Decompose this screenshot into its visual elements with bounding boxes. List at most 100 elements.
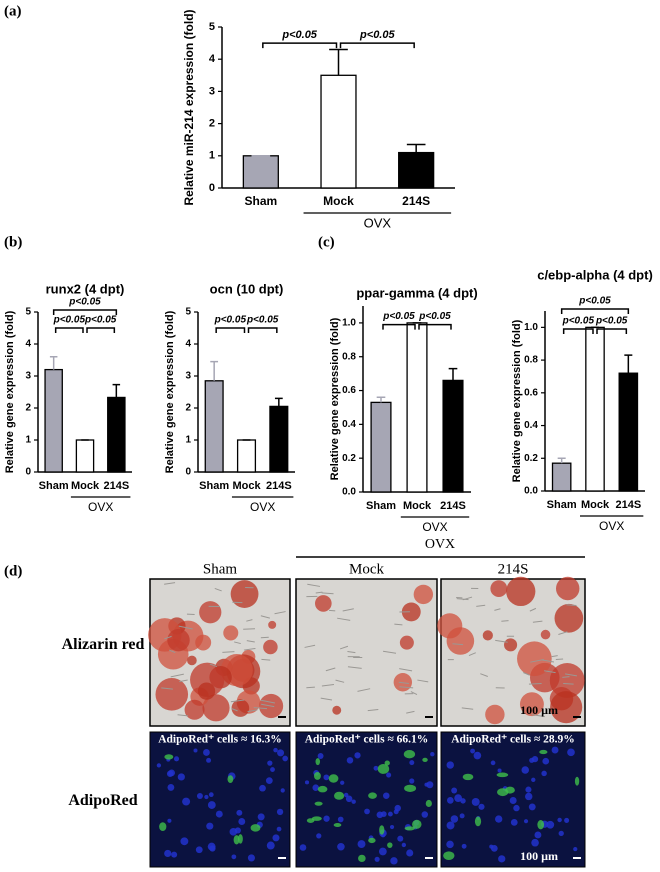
lipid bbox=[443, 851, 455, 860]
nucleus bbox=[266, 841, 275, 850]
cell bbox=[494, 608, 501, 611]
nucleus bbox=[317, 753, 324, 759]
nucleus bbox=[180, 837, 189, 846]
significance-bracket bbox=[562, 328, 594, 334]
alizarin-image bbox=[437, 576, 586, 727]
cell bbox=[253, 707, 268, 710]
bar bbox=[75, 439, 95, 473]
significance-bracket bbox=[560, 308, 630, 314]
cell bbox=[382, 650, 397, 654]
panel-label: (d) bbox=[4, 563, 22, 579]
cell bbox=[161, 687, 173, 690]
lipid bbox=[422, 757, 428, 762]
significance-bracket bbox=[262, 42, 338, 49]
nucleus bbox=[573, 846, 578, 852]
nucleus bbox=[354, 752, 361, 759]
bar bbox=[442, 379, 464, 493]
cell bbox=[178, 625, 193, 630]
nucleus bbox=[206, 757, 212, 763]
lipid bbox=[404, 784, 417, 792]
nucleus bbox=[567, 748, 575, 757]
y-tick-label: 2 bbox=[25, 403, 31, 414]
lipid bbox=[505, 786, 515, 794]
nucleus bbox=[238, 818, 246, 825]
lipid bbox=[315, 758, 320, 766]
y-tick-label: 3 bbox=[185, 371, 191, 382]
x-tick-label: Sham bbox=[366, 500, 396, 512]
y-axis-label: Relative gene expression (fold) bbox=[511, 319, 523, 482]
column-label: 214S bbox=[498, 561, 529, 577]
y-tick-label: 2 bbox=[209, 118, 215, 130]
nucleus bbox=[167, 784, 175, 791]
alizarin-image bbox=[148, 578, 291, 727]
nucleus bbox=[525, 792, 533, 801]
nucleus bbox=[470, 748, 476, 754]
stain bbox=[555, 576, 580, 601]
nucleus bbox=[531, 777, 536, 783]
y-tick-label: 5 bbox=[25, 307, 31, 318]
lipid bbox=[334, 791, 345, 800]
lipid bbox=[358, 854, 366, 863]
nucleus bbox=[177, 773, 185, 781]
nucleus bbox=[257, 813, 265, 821]
chart-title: ppar-gamma (4 dpt) bbox=[356, 285, 477, 300]
x-tick-label: Sham bbox=[199, 480, 229, 492]
lipid bbox=[462, 773, 474, 781]
stain bbox=[517, 641, 552, 677]
cell bbox=[529, 607, 537, 612]
nucleus bbox=[270, 767, 275, 772]
nucleus bbox=[450, 815, 459, 823]
bar bbox=[320, 74, 357, 189]
y-axis-label: Relative gene expression (fold) bbox=[329, 317, 341, 480]
p-value: p<0.05 bbox=[246, 315, 279, 326]
nucleus bbox=[406, 849, 414, 857]
nucleus bbox=[164, 849, 172, 858]
nucleus bbox=[346, 757, 354, 764]
panel-label: (a) bbox=[4, 3, 22, 19]
lipid bbox=[474, 816, 482, 827]
stain bbox=[482, 630, 493, 641]
cell bbox=[563, 682, 574, 685]
error-bar bbox=[112, 383, 121, 398]
nucleus bbox=[337, 842, 345, 851]
nucleus bbox=[323, 774, 330, 781]
nucleus bbox=[215, 810, 223, 818]
error-bar bbox=[376, 396, 386, 403]
nucleus bbox=[259, 784, 266, 792]
nucleus bbox=[478, 803, 485, 810]
bar bbox=[406, 322, 428, 493]
group-label: OVX bbox=[599, 519, 624, 533]
nucleus bbox=[282, 755, 289, 762]
stain bbox=[197, 682, 216, 700]
chart-title: runx2 (4 dpt) bbox=[46, 281, 125, 296]
adipored-image bbox=[149, 731, 291, 868]
lipid bbox=[384, 760, 390, 766]
lipid bbox=[425, 799, 432, 808]
y-tick-label: 0.4 bbox=[342, 419, 356, 430]
bar bbox=[269, 405, 289, 473]
cell bbox=[260, 615, 270, 619]
nucleus bbox=[451, 787, 458, 794]
error-bar bbox=[274, 397, 283, 407]
significance-bracket bbox=[52, 309, 118, 315]
x-tick-label: Mock bbox=[403, 500, 432, 512]
nucleus bbox=[337, 816, 344, 823]
nucleus bbox=[166, 770, 174, 777]
error-bar bbox=[624, 354, 633, 374]
nucleus bbox=[231, 854, 237, 860]
significance-bracket bbox=[596, 328, 628, 334]
x-tick-label: 214S bbox=[266, 480, 292, 492]
adipored-label: AdipoRed⁺ cells ≈ 66.1% bbox=[305, 734, 429, 746]
nucleus bbox=[387, 811, 393, 817]
nucleus bbox=[498, 855, 506, 863]
cell bbox=[339, 645, 349, 650]
x-tick-label: 214S bbox=[402, 194, 430, 208]
y-tick-label: 5 bbox=[185, 307, 191, 318]
error-bar bbox=[406, 143, 426, 153]
nucleus bbox=[280, 788, 285, 793]
lipid bbox=[537, 819, 545, 830]
nucleus bbox=[323, 815, 330, 822]
cell bbox=[461, 707, 474, 710]
nucleus bbox=[409, 760, 415, 766]
lipid bbox=[368, 837, 376, 844]
